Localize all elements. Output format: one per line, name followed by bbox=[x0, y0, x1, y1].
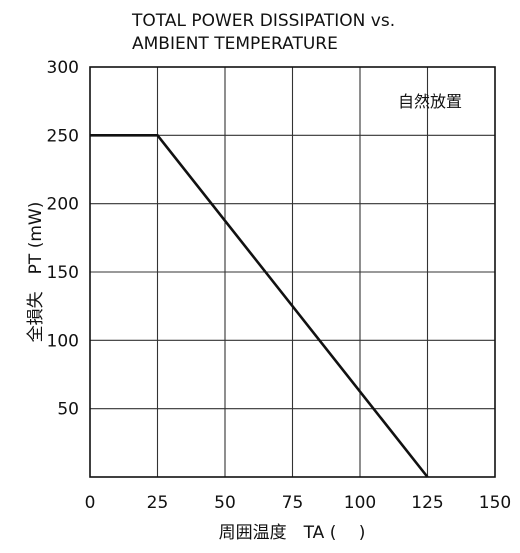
x-tick-label: 0 bbox=[85, 493, 96, 513]
x-tick-label: 100 bbox=[344, 493, 376, 513]
y-tick-label: 100 bbox=[47, 331, 79, 351]
chart-title-line-2: AMBIENT TEMPERATURE bbox=[132, 34, 338, 54]
tick-labels: 0 25 50 75 100 125 150 50 100 150 200 250 300 bbox=[47, 58, 512, 513]
series-line-1 bbox=[90, 134, 429, 478]
x-tick-label: 25 bbox=[147, 493, 169, 513]
y-axis-label: 全損失 PT (mW) bbox=[26, 202, 46, 343]
plot-frame bbox=[89, 66, 496, 478]
x-tick-label: 125 bbox=[411, 493, 443, 513]
y-tick-label: 300 bbox=[47, 58, 79, 78]
chart-title-line-1: TOTAL POWER DISSIPATION vs. bbox=[131, 11, 395, 31]
x-axis-label: 周囲温度 TA ( ) bbox=[219, 523, 366, 543]
y-tick-label: 250 bbox=[47, 126, 79, 146]
y-tick-label: 150 bbox=[47, 263, 79, 283]
series-layer bbox=[90, 134, 429, 478]
grid bbox=[90, 67, 495, 477]
x-tick-label: 75 bbox=[282, 493, 304, 513]
y-tick-label: 50 bbox=[57, 400, 79, 420]
x-tick-label: 50 bbox=[214, 493, 236, 513]
annotation-label: 自然放置 bbox=[398, 92, 462, 111]
y-tick-label: 200 bbox=[47, 195, 79, 215]
x-tick-label: 150 bbox=[479, 493, 511, 513]
